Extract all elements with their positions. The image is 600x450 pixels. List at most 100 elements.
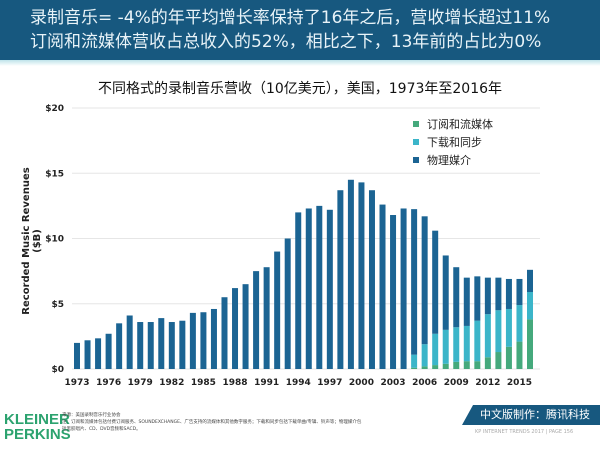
bar-segment bbox=[421, 366, 428, 369]
page-footer: KP INTERNET TRENDS 2017 | PAGE 156 bbox=[475, 429, 574, 435]
footnotes: 来源：美国录制音乐行业协会 注：订阅和流媒体包括付费订阅服务、SOUNDEXCH… bbox=[62, 412, 362, 433]
credit-banner: 中文版制作：腾讯科技 bbox=[462, 405, 600, 425]
bar-segment bbox=[421, 216, 428, 345]
bar-segment bbox=[484, 314, 491, 358]
bar-segment bbox=[516, 341, 523, 369]
x-tick-label: 2006 bbox=[412, 378, 437, 388]
bar-segment bbox=[326, 209, 333, 369]
bar-segment bbox=[316, 205, 323, 369]
bar-segment bbox=[495, 310, 502, 353]
bar-segment bbox=[463, 277, 470, 326]
legend-swatch bbox=[413, 139, 419, 145]
x-tick-label: 1997 bbox=[317, 378, 342, 388]
bar-segment bbox=[411, 209, 418, 355]
legend-label: 订阅和流媒体 bbox=[427, 118, 493, 131]
bar-segment bbox=[474, 361, 481, 369]
bar-segment bbox=[379, 204, 386, 369]
header-banner: 录制音乐= -4%的年平均增长率保持了16年之后，营收增长超过11% 订阅和流媒… bbox=[0, 0, 600, 60]
x-tick-label: 2012 bbox=[475, 378, 500, 388]
bar-segment bbox=[147, 322, 154, 369]
bar-segment bbox=[179, 320, 186, 369]
kleiner-perkins-logo: KLEINER PERKINS bbox=[4, 411, 71, 443]
bar-segment bbox=[337, 190, 344, 369]
bar-segment bbox=[432, 365, 439, 369]
bar-segment bbox=[484, 277, 491, 315]
chart-plot: $0 $5 $10 $15 $20 1973 1976 1979 1982 1985 1988 199… bbox=[45, 104, 540, 388]
bar-segment bbox=[347, 179, 354, 369]
x-tick-label: 2009 bbox=[444, 378, 469, 388]
bar-segment bbox=[210, 308, 217, 369]
bar-segment bbox=[400, 208, 407, 369]
x-tick-label: 1985 bbox=[191, 378, 216, 388]
header-divider bbox=[0, 60, 600, 66]
bar-segment bbox=[453, 267, 460, 328]
legend-label: 下载和同步 bbox=[427, 136, 482, 149]
chart-title: 不同格式的录制音乐营收（10亿美元），美国，1973年至2016年 bbox=[97, 81, 503, 97]
bar-segment bbox=[495, 277, 502, 311]
bar-segment bbox=[305, 208, 312, 369]
bar-segment bbox=[527, 292, 533, 320]
bar-segment bbox=[284, 238, 291, 369]
bar-segment bbox=[432, 333, 439, 366]
bar-segment bbox=[263, 267, 270, 369]
bar-segment bbox=[295, 212, 302, 369]
x-tick-label: 1982 bbox=[159, 378, 184, 388]
legend-swatch bbox=[413, 157, 419, 163]
source-note: 来源：美国录制音乐行业协会 bbox=[62, 413, 121, 418]
legend-item-streaming: 订阅和流媒体 bbox=[413, 116, 493, 132]
x-tick-label: 1973 bbox=[64, 378, 89, 388]
y-tick-label: $5 bbox=[51, 300, 64, 310]
bar-segment bbox=[527, 269, 533, 293]
y-tick-label: $15 bbox=[45, 169, 64, 179]
bar-segment bbox=[358, 182, 365, 369]
header-line-1: 录制音乐= -4%的年平均增长率保持了16年之后，营收增长超过11% bbox=[30, 8, 551, 28]
y-tick-label: $20 bbox=[45, 104, 64, 114]
bar-segment bbox=[158, 318, 165, 369]
bar-segment bbox=[453, 327, 460, 362]
bar-segment bbox=[442, 363, 449, 369]
bar-segment bbox=[505, 346, 512, 369]
bar-segment bbox=[137, 322, 144, 369]
bar-segment bbox=[484, 357, 491, 369]
bar-segment bbox=[516, 278, 523, 306]
bar-segment bbox=[189, 312, 196, 369]
bar-segment bbox=[105, 333, 112, 369]
x-tick-label: 1976 bbox=[96, 378, 121, 388]
bar-segment bbox=[421, 344, 428, 367]
x-tick-label: 1988 bbox=[222, 378, 247, 388]
legend-item-downloads: 下载和同步 bbox=[413, 134, 482, 150]
bar-segment bbox=[253, 271, 260, 369]
legend-swatch bbox=[413, 121, 419, 127]
bar-segment bbox=[95, 338, 102, 369]
bar-segment bbox=[84, 340, 91, 369]
bar-segment bbox=[126, 315, 133, 369]
bar-segment bbox=[516, 305, 523, 342]
bar-segment bbox=[411, 354, 418, 368]
bar-segment bbox=[453, 361, 460, 369]
bar-segment bbox=[232, 288, 239, 369]
bar-segment bbox=[390, 215, 397, 369]
bar-segment bbox=[527, 319, 533, 369]
y-tick-label: $10 bbox=[45, 235, 64, 245]
bar-segment bbox=[200, 312, 207, 369]
bar-segment bbox=[495, 352, 502, 369]
bar-segment bbox=[274, 251, 281, 369]
bar-segment bbox=[242, 284, 249, 369]
bar-segment bbox=[411, 367, 418, 369]
x-tick-label: 1991 bbox=[254, 378, 279, 388]
bar-segment bbox=[432, 230, 439, 334]
bar-segment bbox=[474, 320, 481, 362]
bar-segment bbox=[463, 361, 470, 369]
x-tick-label: 1979 bbox=[128, 378, 153, 388]
bar-segment bbox=[474, 276, 481, 321]
y-tick-label: $0 bbox=[51, 365, 64, 375]
bar-segment bbox=[505, 308, 512, 347]
x-tick-label: 1994 bbox=[286, 378, 311, 388]
x-tick-label: 2000 bbox=[349, 378, 374, 388]
x-tick-label: 2003 bbox=[381, 378, 406, 388]
legend-item-physical: 物理媒介 bbox=[413, 152, 471, 168]
bar-segment bbox=[505, 278, 512, 309]
notes-text: 注：订阅和流媒体包括付费订阅服务、SOUNDEXCHANGE、广告支持的流媒体和… bbox=[62, 420, 362, 432]
x-tick-label: 2015 bbox=[507, 378, 532, 388]
header-line-2: 订阅和流媒体营收占总收入的52%，相比之下，13年前的占比为0% bbox=[30, 32, 542, 52]
